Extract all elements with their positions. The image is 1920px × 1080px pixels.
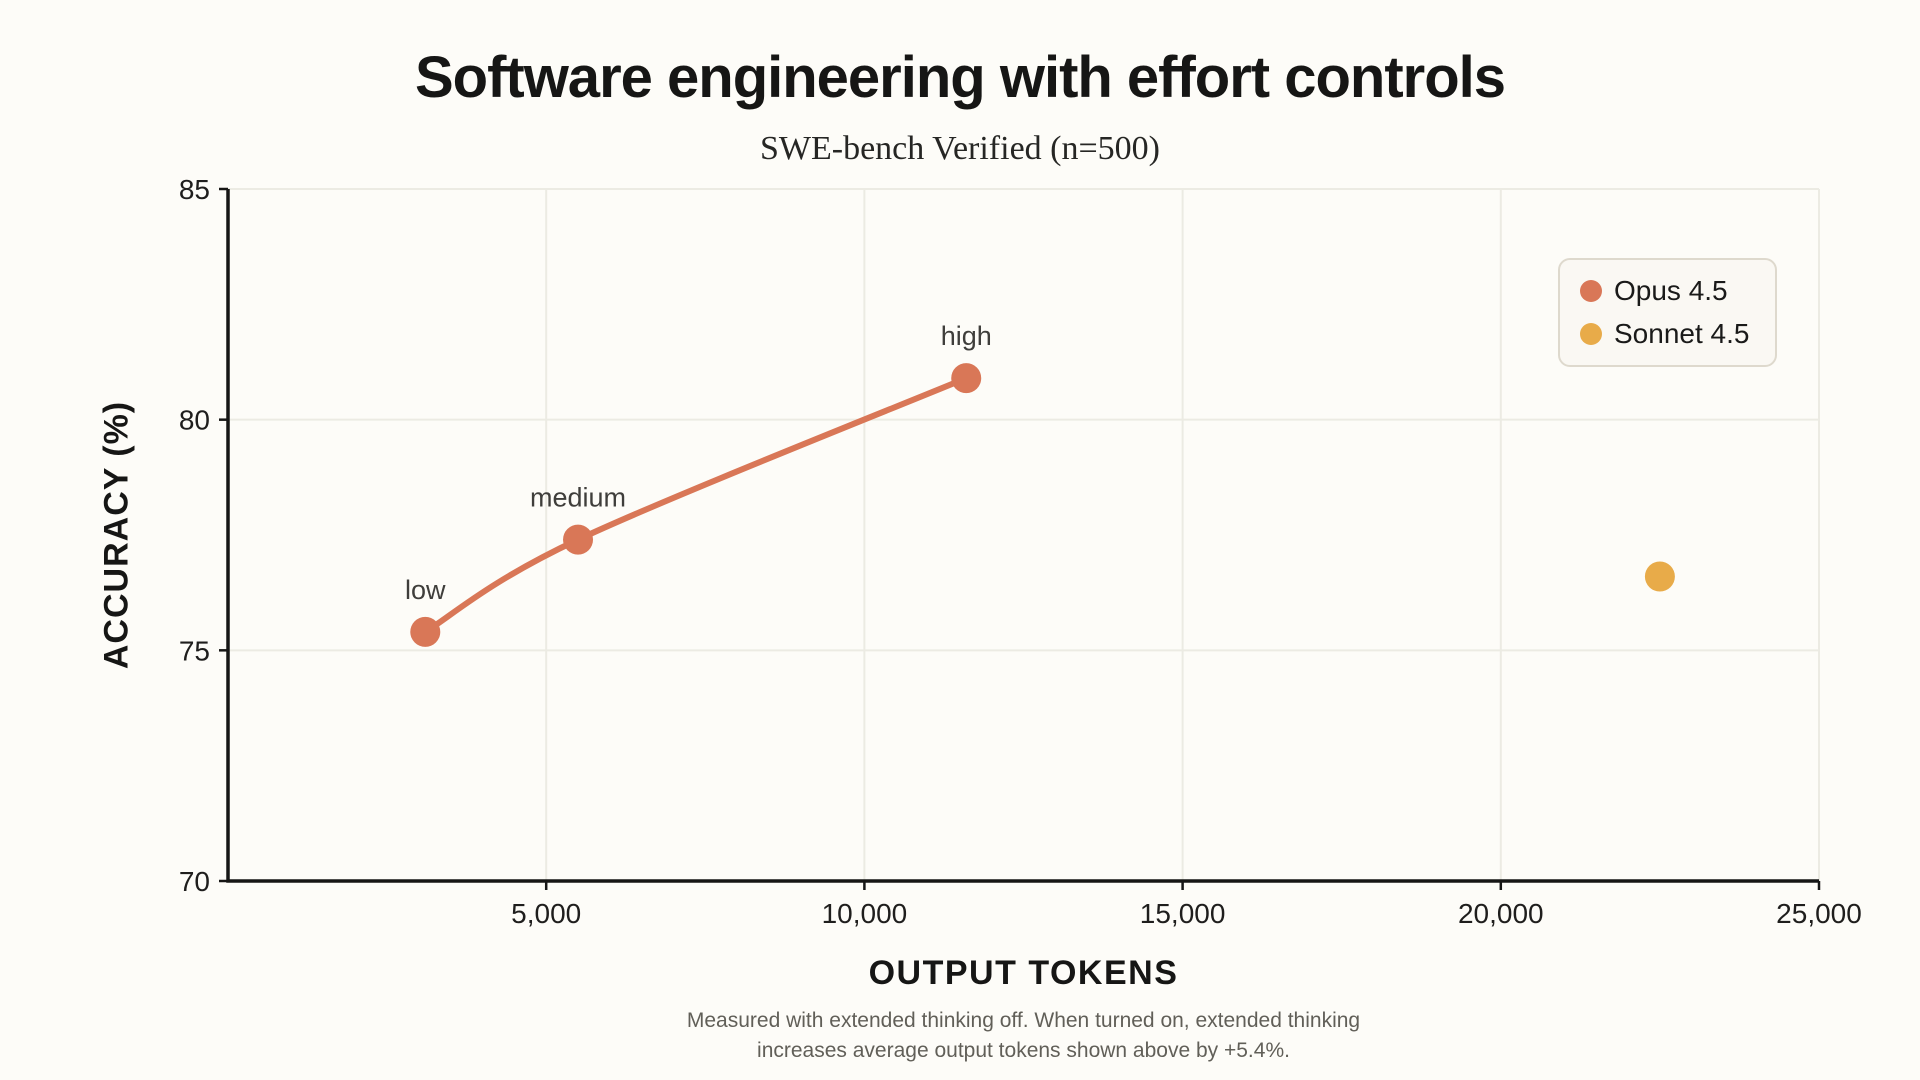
- legend-label-sonnet: Sonnet 4.5: [1614, 318, 1750, 349]
- data-point-sonnet-4-5: [1644, 561, 1675, 592]
- legend-label-opus: Opus 4.5: [1614, 275, 1728, 306]
- legend-dot-opus-icon: [1580, 280, 1602, 302]
- x-tick-label: 20,000: [1458, 898, 1544, 929]
- x-tick-label: 25,000: [1776, 898, 1862, 929]
- legend-item-opus: Opus 4.5: [1580, 275, 1749, 307]
- legend: Opus 4.5 Sonnet 4.5: [1558, 258, 1778, 367]
- x-tick-label: 5,000: [511, 898, 581, 929]
- y-tick-label: 85: [179, 174, 210, 205]
- footnote: Measured with extended thinking off. Whe…: [228, 1006, 1819, 1066]
- x-tick-label: 10,000: [822, 898, 908, 929]
- point-label-medium: medium: [530, 483, 626, 513]
- y-tick-label: 75: [179, 635, 210, 666]
- data-point-opus-4-5-medium: [563, 524, 594, 555]
- chart-subtitle: SWE-bench Verified (n=500): [760, 130, 1160, 167]
- y-tick-label: 70: [179, 866, 210, 897]
- x-axis-label: OUTPUT TOKENS: [868, 954, 1179, 992]
- y-tick-label: 80: [179, 405, 210, 436]
- x-tick-label: 15,000: [1140, 898, 1226, 929]
- point-label-high: high: [941, 321, 992, 351]
- footnote-line2: increases average output tokens shown ab…: [757, 1038, 1290, 1062]
- point-label-low: low: [405, 575, 446, 605]
- chart-title: Software engineering with effort control…: [414, 45, 1506, 110]
- series-line-opus-4-5: [422, 375, 970, 635]
- legend-dot-sonnet-icon: [1580, 323, 1602, 345]
- data-point-opus-4-5-high: [951, 363, 982, 394]
- data-point-opus-4-5-low: [410, 616, 441, 647]
- footnote-line1: Measured with extended thinking off. Whe…: [686, 1009, 1361, 1032]
- legend-item-sonnet: Sonnet 4.5: [1580, 318, 1749, 350]
